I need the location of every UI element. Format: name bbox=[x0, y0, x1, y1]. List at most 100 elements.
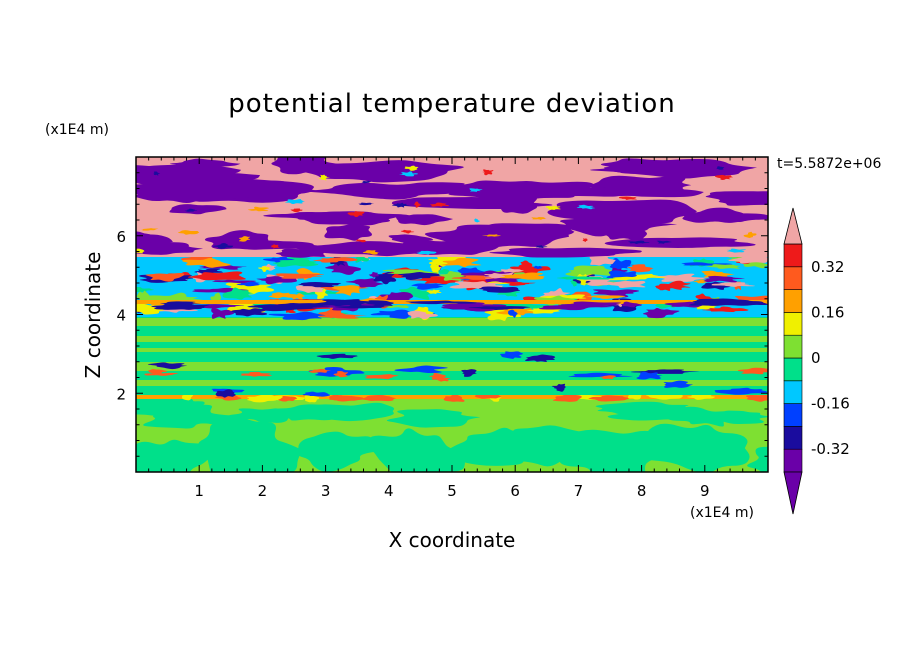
field-patch bbox=[292, 293, 305, 300]
field-patch bbox=[325, 261, 361, 275]
field-patch bbox=[691, 211, 768, 223]
field-patch bbox=[743, 231, 757, 238]
field-patch bbox=[246, 394, 278, 403]
colorbar-segment bbox=[783, 403, 803, 427]
field-patch bbox=[399, 286, 432, 300]
field-patch bbox=[302, 391, 331, 397]
field-patch bbox=[379, 291, 414, 302]
field-patch bbox=[474, 218, 480, 223]
field-patch bbox=[404, 165, 419, 171]
field-patch bbox=[438, 270, 470, 281]
field-patch bbox=[324, 223, 373, 241]
field-patch bbox=[136, 439, 210, 472]
field-patch bbox=[545, 205, 561, 210]
field-patch bbox=[430, 202, 450, 207]
field-patch bbox=[636, 371, 663, 380]
field-patch bbox=[627, 264, 654, 273]
field-patch bbox=[382, 269, 438, 277]
field-patch bbox=[160, 301, 202, 306]
field-patch bbox=[599, 375, 617, 380]
field-patch bbox=[394, 365, 448, 374]
field-patch bbox=[556, 276, 616, 280]
field-patch bbox=[144, 372, 179, 376]
field-patch bbox=[407, 310, 439, 320]
field-patch bbox=[436, 269, 457, 276]
x-unit-label: (x1E4 m) bbox=[690, 505, 754, 521]
x-tick-label: 1 bbox=[194, 482, 204, 500]
field-patch bbox=[298, 281, 342, 288]
field-band bbox=[136, 380, 768, 386]
field-patch bbox=[136, 286, 155, 293]
field-patch bbox=[508, 309, 519, 318]
field-patch bbox=[212, 242, 234, 249]
colorbar-label: 0.16 bbox=[811, 303, 844, 321]
x-tick-label: 5 bbox=[447, 482, 457, 500]
field-patch bbox=[169, 158, 241, 169]
field-patch bbox=[609, 258, 635, 271]
field-patch bbox=[620, 301, 643, 308]
time-label: t=5.5872e+06 bbox=[777, 156, 881, 172]
field-patch bbox=[290, 208, 303, 213]
field-patch bbox=[368, 271, 380, 278]
field-patch bbox=[503, 281, 536, 286]
y-tick-label: 2 bbox=[116, 385, 126, 403]
colorbar: 0.32 0.16 0 -0.16 -0.32 bbox=[783, 207, 850, 515]
field-patch bbox=[311, 299, 376, 307]
field-patch bbox=[416, 250, 437, 255]
field-patch bbox=[726, 248, 747, 253]
field-patch bbox=[716, 166, 725, 170]
field-patch bbox=[258, 266, 270, 273]
field-patch bbox=[642, 308, 680, 319]
field-patch bbox=[714, 174, 734, 181]
field-patch bbox=[212, 279, 257, 284]
field-patch bbox=[222, 287, 254, 300]
colorbar-segment bbox=[783, 334, 803, 359]
field-patch bbox=[593, 289, 640, 298]
field-patch bbox=[362, 250, 380, 255]
field-patch bbox=[358, 202, 375, 206]
field-patch bbox=[440, 257, 482, 268]
field-patch bbox=[392, 202, 411, 208]
field-patch bbox=[147, 362, 188, 370]
field-patch bbox=[247, 206, 269, 212]
colorbar-segment bbox=[783, 380, 803, 404]
field-band bbox=[136, 348, 768, 352]
field-patch bbox=[706, 264, 741, 269]
colorbar-segment bbox=[783, 289, 803, 313]
field-patch bbox=[586, 295, 626, 299]
field-band bbox=[136, 362, 768, 371]
field-patch bbox=[308, 368, 332, 373]
field-patch bbox=[560, 301, 612, 308]
field-patch bbox=[313, 402, 395, 422]
field-patch bbox=[482, 234, 502, 237]
field-patch bbox=[565, 265, 616, 278]
field-patch bbox=[630, 369, 700, 374]
field-patch bbox=[347, 211, 365, 218]
colorbar-over-arrow bbox=[783, 207, 803, 245]
field-patch bbox=[693, 279, 707, 284]
field-patch bbox=[711, 282, 755, 287]
field-patch bbox=[746, 394, 768, 402]
colorbar-label: -0.16 bbox=[811, 395, 850, 413]
field-patch bbox=[182, 257, 231, 268]
field-patch bbox=[184, 208, 198, 212]
field-patch bbox=[145, 272, 185, 282]
field-patch bbox=[190, 271, 246, 281]
field-patch bbox=[649, 273, 709, 282]
field-patch bbox=[211, 307, 235, 319]
field-band bbox=[136, 318, 768, 326]
field-patch bbox=[215, 389, 236, 398]
field-patch bbox=[271, 157, 338, 175]
field-patch bbox=[663, 380, 694, 388]
x-axis: 1 2 3 4 5 6 7 8 9 bbox=[148, 157, 756, 500]
colorbar-segment bbox=[783, 357, 803, 382]
field-patch bbox=[525, 354, 556, 362]
field-patch bbox=[271, 244, 280, 249]
x-tick-label: 7 bbox=[574, 482, 584, 500]
field-patch bbox=[399, 171, 418, 177]
field-patch bbox=[220, 240, 325, 250]
field-patch bbox=[552, 394, 582, 402]
field-layer bbox=[136, 157, 768, 472]
x-tick-label: 4 bbox=[384, 482, 394, 500]
field-patch bbox=[414, 201, 422, 208]
